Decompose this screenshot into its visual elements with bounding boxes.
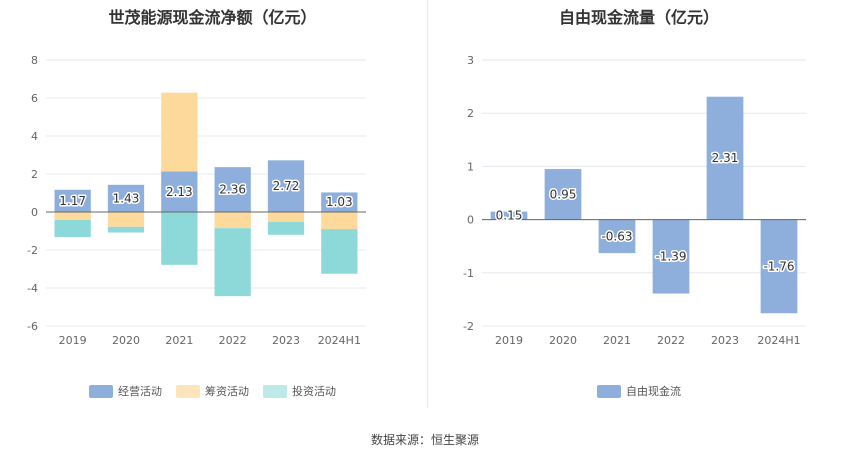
left-y-tick-label: 6 <box>31 92 38 105</box>
right-data-label: 0.95 <box>550 187 577 201</box>
left-data-label: 2.72 <box>273 179 300 193</box>
right-x-tick-label: 2023 <box>711 334 739 347</box>
left-chart-legend: 经营活动 筹资活动 投资活动 <box>0 383 425 399</box>
legend-label-free-cash-flow: 自由现金流 <box>626 385 681 398</box>
right-bar-自由现金流-2021 <box>598 219 636 254</box>
left-y-tick-label: -2 <box>27 244 38 257</box>
right-bar-自由现金流-2023 <box>706 96 744 220</box>
right-chart-panel: 自由现金流量（亿元） -2 -1 0 1 2 3 0.15 0.95 -0.63 -1.39 2.3… <box>428 0 850 420</box>
legend-swatch-investing <box>263 384 287 398</box>
left-x-tick-label: 2021 <box>165 334 193 347</box>
left-chart-plot: -6 -4 -2 0 2 4 6 8 1.17 1.43 2.13 2.36 2.72 1.03 2019 2… <box>27 54 366 347</box>
left-bar-筹资活动-2024H1 <box>321 212 358 230</box>
right-x-tick-label: 2024H1 <box>757 334 800 347</box>
left-bar-投资活动-2019 <box>54 219 91 238</box>
right-y-tick-label: 1 <box>467 160 474 173</box>
left-x-tick-label: 2024H1 <box>318 334 361 347</box>
left-chart-title: 世茂能源现金流净额（亿元） <box>108 8 317 27</box>
left-data-label: 1.03 <box>326 195 353 209</box>
left-y-tick-label: -6 <box>27 320 38 333</box>
right-x-tick-label: 2021 <box>603 334 631 347</box>
right-y-tick-label: 3 <box>467 54 474 67</box>
right-data-label: 2.31 <box>712 151 739 165</box>
left-y-tick-label: 0 <box>31 206 38 219</box>
left-data-label: 2.13 <box>166 185 193 199</box>
right-data-label: -1.76 <box>763 259 794 273</box>
left-bar-经营活动-2024H1 <box>321 192 358 212</box>
left-bar-经营活动-2020 <box>107 184 145 212</box>
right-x-tick-label: 2022 <box>657 334 685 347</box>
right-y-tick-label: -2 <box>463 320 474 333</box>
right-y-tick-label: 0 <box>467 214 474 227</box>
left-bar-经营活动-2021 <box>161 171 198 212</box>
left-data-label: 2.36 <box>219 183 246 197</box>
left-bar-投资活动-2020 <box>107 226 145 233</box>
legend-swatch-free-cash-flow <box>597 384 621 398</box>
legend-label-investing: 投资活动 <box>292 385 336 398</box>
left-x-tick-label: 2023 <box>272 334 300 347</box>
right-chart-legend: 自由现金流 <box>428 383 850 399</box>
data-source-note: 数据来源：恒生聚源 <box>370 433 479 447</box>
legend-item-operating[interactable]: 经营活动 <box>89 383 162 399</box>
left-bar-投资活动-2021 <box>161 212 198 265</box>
left-bar-筹资活动-2023 <box>267 212 305 222</box>
right-chart-title: 自由现金流量（亿元） <box>558 8 719 27</box>
panel-divider <box>427 0 428 408</box>
left-x-tick-label: 2019 <box>59 334 87 347</box>
left-bar-筹资活动-2022 <box>214 212 251 229</box>
legend-swatch-operating <box>89 384 113 398</box>
left-y-tick-label: 8 <box>31 54 38 67</box>
left-bar-经营活动-2022 <box>214 167 251 212</box>
right-data-label: -0.63 <box>601 229 632 243</box>
right-y-tick-label: -1 <box>463 267 474 280</box>
left-bar-筹资活动-2020 <box>107 212 145 227</box>
right-bar-自由现金流-2020 <box>544 169 582 220</box>
left-bar-投资活动-2024H1 <box>321 229 358 274</box>
left-bar-投资活动-2022 <box>214 228 251 297</box>
left-y-tick-label: 4 <box>31 130 38 143</box>
right-bar-自由现金流-2019 <box>490 211 528 220</box>
left-y-tick-label: -4 <box>27 282 38 295</box>
right-data-label: 0.15 <box>496 209 523 223</box>
right-x-tick-label: 2019 <box>495 334 523 347</box>
left-bar-经营活动-2023 <box>267 160 305 212</box>
right-bar-自由现金流-2022 <box>652 219 690 294</box>
left-bar-经营活动-2019 <box>54 189 91 212</box>
left-bar-投资活动-2023 <box>267 221 305 235</box>
legend-label-operating: 经营活动 <box>118 385 162 398</box>
left-x-tick-label: 2020 <box>112 334 140 347</box>
right-data-label: -1.39 <box>655 250 686 264</box>
left-data-label: 1.43 <box>113 191 140 205</box>
legend-label-financing: 筹资活动 <box>205 385 249 398</box>
left-bar-筹资活动-2019 <box>54 212 91 220</box>
left-y-tick-label: 2 <box>31 168 38 181</box>
left-chart-panel: 世茂能源现金流净额（亿元） -6 -4 -2 0 2 4 6 8 1.17 1.43 2.13 2.3… <box>0 0 425 420</box>
right-bar-自由现金流-2024H1 <box>760 219 798 314</box>
left-x-tick-label: 2022 <box>219 334 247 347</box>
legend-swatch-financing <box>176 384 200 398</box>
right-y-tick-label: 2 <box>467 107 474 120</box>
right-x-tick-label: 2020 <box>549 334 577 347</box>
left-data-label: 1.17 <box>59 194 86 208</box>
right-chart-plot: -2 -1 0 1 2 3 0.15 0.95 -0.63 -1.39 2.31 -1.76 2019 2… <box>463 54 806 347</box>
left-bar-筹资活动-2021 <box>161 92 198 172</box>
legend-item-investing[interactable]: 投资活动 <box>263 383 336 399</box>
legend-item-free-cash-flow[interactable]: 自由现金流 <box>597 383 681 399</box>
legend-item-financing[interactable]: 筹资活动 <box>176 383 249 399</box>
